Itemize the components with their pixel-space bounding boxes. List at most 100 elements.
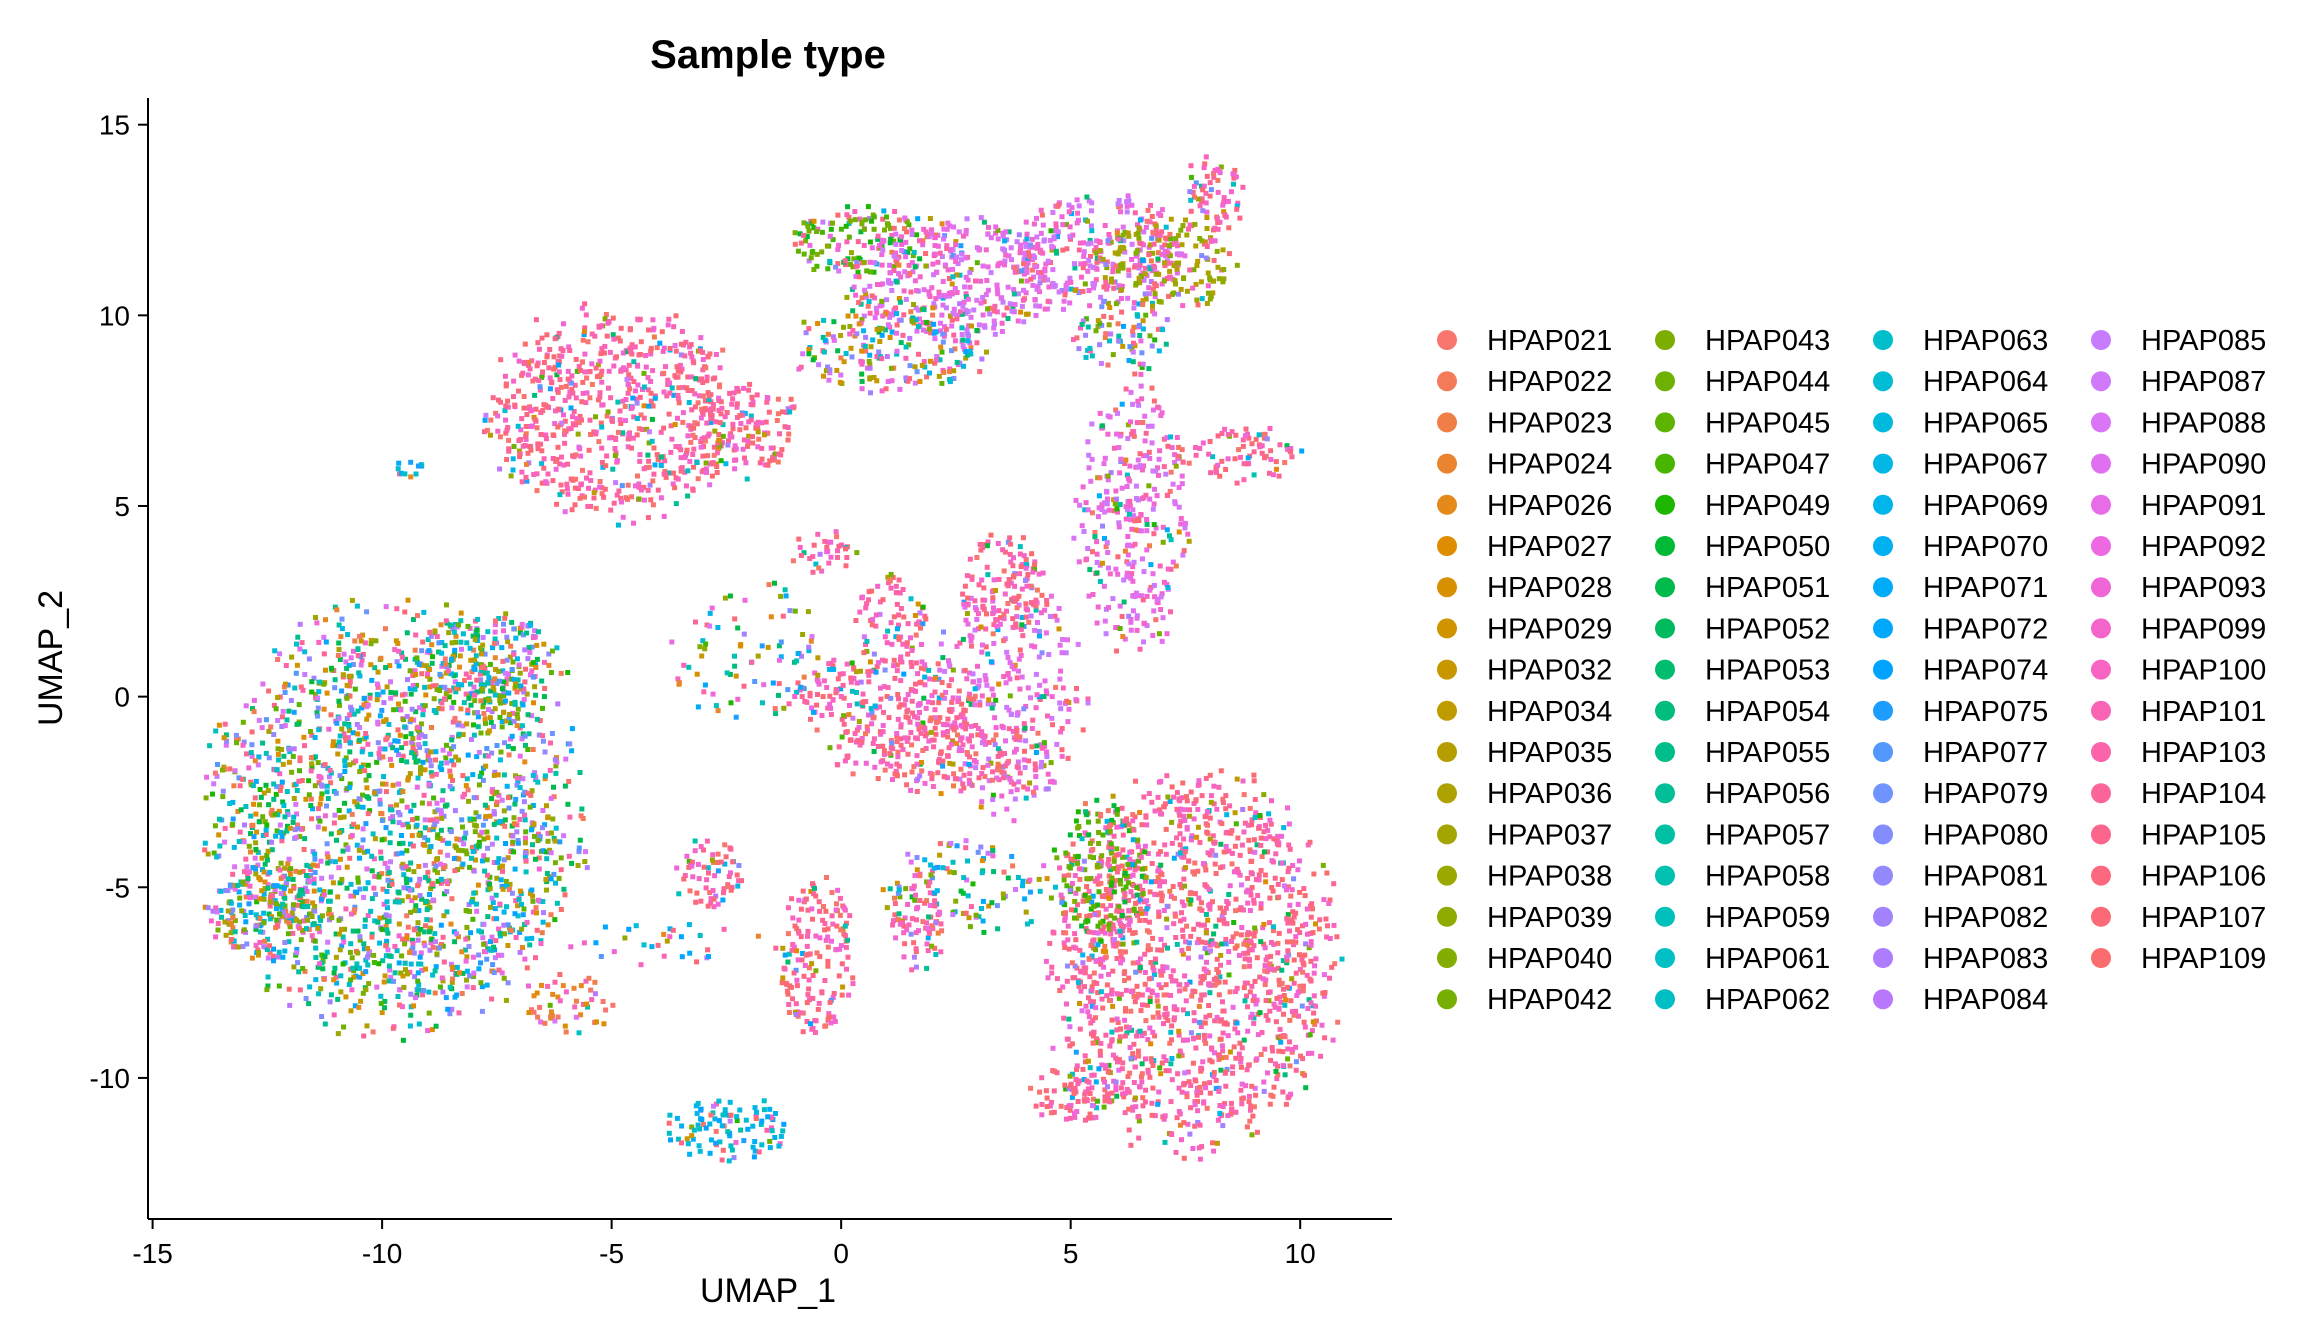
scatter-point	[937, 357, 943, 363]
scatter-point	[349, 597, 355, 603]
scatter-point	[898, 274, 904, 280]
scatter-point	[348, 881, 354, 887]
scatter-point	[582, 369, 588, 375]
scatter-point	[680, 384, 686, 390]
scatter-point	[1074, 335, 1080, 341]
scatter-point	[432, 867, 438, 873]
scatter-point	[1085, 268, 1091, 274]
scatter-point	[436, 706, 442, 711]
scatter-point	[292, 827, 298, 833]
scatter-point	[1149, 214, 1155, 219]
scatter-point	[548, 850, 554, 856]
scatter-point	[627, 386, 633, 392]
scatter-point	[619, 483, 625, 489]
scatter-point	[550, 991, 556, 997]
scatter-point	[967, 284, 973, 290]
scatter-point	[694, 460, 700, 465]
scatter-point	[677, 362, 683, 368]
scatter-point	[500, 658, 506, 664]
scatter-point	[1037, 682, 1043, 688]
scatter-point	[1097, 320, 1103, 326]
scatter-point	[322, 1021, 328, 1027]
scatter-point	[984, 682, 990, 688]
scatter-point	[1120, 265, 1126, 271]
scatter-point	[422, 741, 428, 747]
scatter-point	[1086, 452, 1092, 458]
scatter-point	[363, 969, 369, 975]
scatter-point	[450, 976, 455, 982]
scatter-point	[291, 885, 297, 891]
scatter-point	[379, 926, 385, 932]
scatter-point	[253, 840, 259, 846]
scatter-point	[1129, 571, 1135, 577]
scatter-point	[354, 961, 360, 967]
scatter-point	[691, 425, 697, 431]
scatter-point	[501, 709, 507, 715]
scatter-point	[610, 1002, 616, 1008]
scatter-point	[977, 369, 983, 375]
scatter-point	[349, 811, 355, 817]
scatter-point	[690, 452, 696, 457]
scatter-point	[953, 242, 959, 248]
scatter-point	[1167, 488, 1173, 494]
scatter-point	[1024, 231, 1030, 237]
scatter-point	[480, 642, 486, 648]
scatter-point	[346, 808, 352, 814]
scatter-point	[717, 420, 723, 426]
scatter-point	[359, 705, 365, 711]
scatter-point	[513, 635, 519, 641]
scatter-point	[1181, 276, 1186, 281]
scatter-point	[527, 366, 533, 372]
scatter-point	[1128, 627, 1134, 633]
scatter-point	[272, 648, 278, 654]
scatter-point	[524, 630, 530, 636]
scatter-point	[439, 815, 445, 821]
scatter-point	[472, 637, 478, 643]
scatter-point	[1089, 510, 1095, 516]
scatter-point	[396, 648, 402, 654]
scatter-point	[1018, 245, 1023, 251]
scatter-point	[939, 312, 945, 318]
scatter-point	[1126, 358, 1132, 363]
scatter-point	[488, 939, 493, 944]
scatter-point	[1126, 272, 1132, 278]
scatter-point	[1128, 389, 1134, 395]
scatter-point	[631, 414, 637, 420]
scatter-point	[526, 731, 532, 737]
scatter-point	[603, 463, 609, 469]
scatter-point	[352, 907, 358, 913]
scatter-point	[917, 256, 923, 262]
scatter-point	[285, 823, 290, 829]
scatter-point	[222, 839, 228, 845]
scatter-point	[493, 892, 499, 898]
scatter-point	[1098, 294, 1104, 300]
scatter-point	[466, 695, 472, 701]
scatter-point	[532, 684, 538, 690]
scatter-point	[421, 988, 426, 993]
scatter-point	[875, 233, 881, 239]
scatter-point	[350, 928, 356, 934]
scatter-point	[332, 604, 338, 610]
scatter-point	[968, 723, 974, 729]
scatter-point	[1108, 315, 1114, 321]
scatter-point	[981, 219, 987, 225]
scatter-point	[272, 887, 278, 893]
scatter-point	[485, 680, 491, 686]
scatter-point	[456, 757, 461, 763]
scatter-point	[600, 999, 606, 1004]
scatter-point	[379, 1010, 385, 1016]
scatter-point	[517, 753, 523, 759]
scatter-point	[605, 409, 611, 415]
scatter-point	[296, 969, 302, 975]
scatter-point	[864, 268, 870, 274]
scatter-point	[1135, 497, 1141, 503]
scatter-point	[1019, 303, 1025, 309]
scatter-point	[464, 640, 470, 646]
scatter-point	[508, 643, 514, 649]
scatter-point	[372, 836, 378, 842]
scatter-point	[423, 923, 428, 929]
scatter-point	[481, 711, 487, 716]
scatter-point	[502, 931, 507, 937]
scatter-point	[521, 799, 527, 805]
scatter-point	[428, 749, 434, 755]
